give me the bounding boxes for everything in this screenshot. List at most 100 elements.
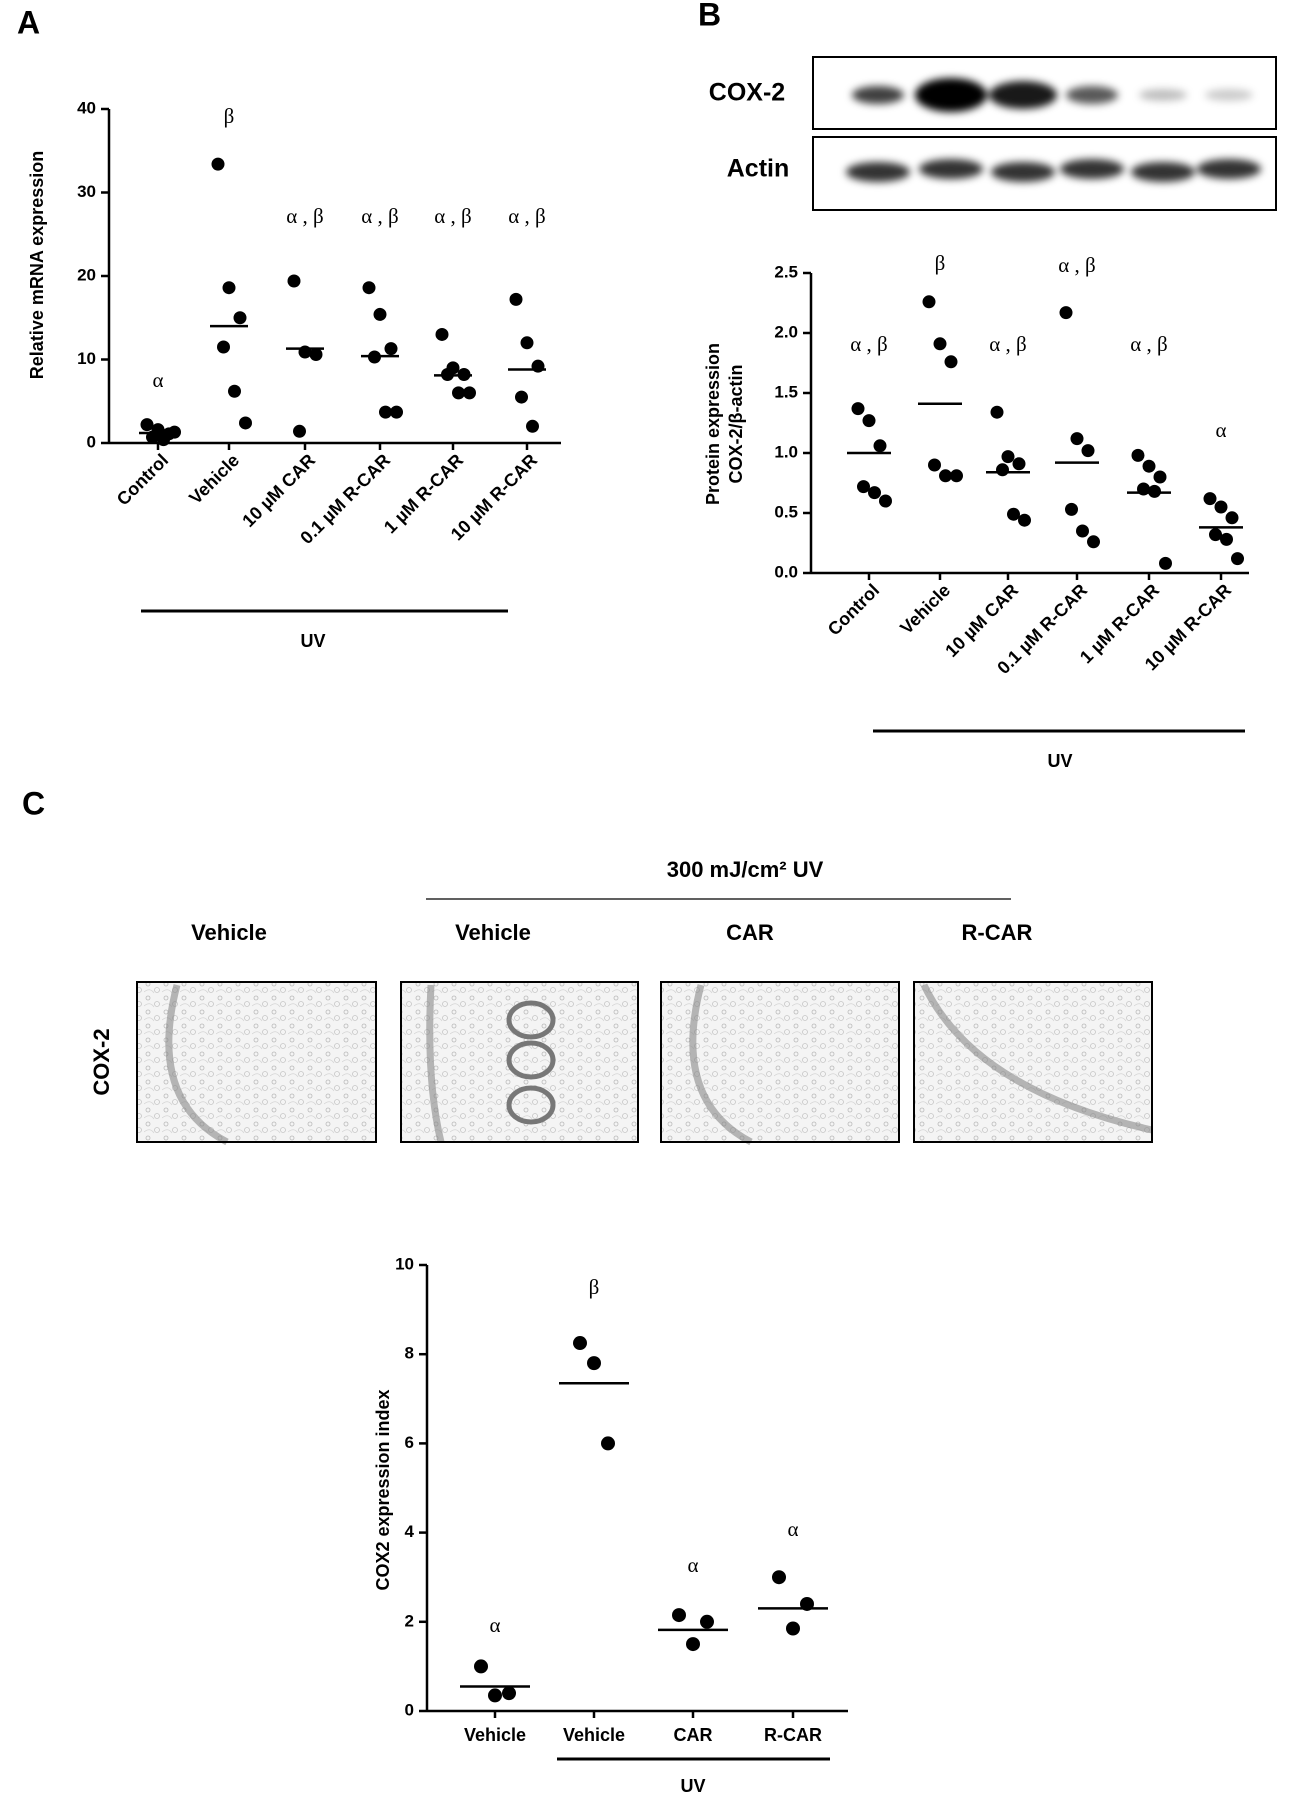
data-point: [879, 494, 892, 508]
data-point: [1001, 450, 1015, 464]
annotation: β: [589, 1275, 600, 1299]
data-point: [573, 1336, 587, 1351]
y-tick-label: 0.0: [774, 562, 798, 581]
data-point: [1203, 492, 1217, 506]
blot-label: COX-2: [709, 79, 785, 107]
data-point: [157, 433, 170, 447]
data-point: [474, 1659, 488, 1674]
data-point: [211, 157, 225, 171]
follicle: [506, 1000, 556, 1040]
data-point: [933, 337, 947, 351]
data-point: [362, 281, 376, 295]
panel-label: B: [698, 0, 721, 32]
data-point: [1214, 500, 1228, 514]
data-point: [928, 458, 941, 472]
data-point: [509, 292, 523, 306]
annotation: α , β: [361, 204, 398, 228]
data-point: [1087, 535, 1100, 549]
annotation: α: [1215, 418, 1226, 442]
histology-texture: [401, 982, 638, 1142]
data-point: [379, 405, 392, 419]
data-point: [140, 418, 154, 432]
y-tick-label: 0: [87, 432, 96, 451]
annotation: α , β: [1130, 332, 1167, 356]
y-tick-label: 20: [77, 265, 96, 284]
histology-texture: [914, 982, 1152, 1142]
x-tick-label: Vehicle: [563, 1725, 625, 1745]
panel-label: A: [17, 4, 40, 40]
y-tick-label: 40: [77, 98, 96, 117]
data-point: [1012, 457, 1026, 471]
row-label: COX-2: [89, 1028, 114, 1095]
panel-label: C: [22, 785, 45, 821]
epidermis: [920, 983, 1153, 1134]
epidermis: [426, 984, 445, 1143]
histology-texture: [137, 982, 376, 1142]
y-tick-label: 4: [405, 1522, 415, 1541]
data-point: [772, 1570, 786, 1585]
annotation: α: [787, 1517, 798, 1541]
blot-band: [1205, 89, 1253, 101]
data-point: [1209, 528, 1222, 542]
data-point: [1159, 556, 1172, 570]
annotation: α , β: [508, 204, 545, 228]
histology-images: [136, 981, 1153, 1146]
annotation: α , β: [434, 204, 471, 228]
data-point: [309, 347, 323, 361]
data-point: [502, 1686, 516, 1701]
data-point: [922, 295, 936, 309]
data-point: [868, 486, 881, 500]
blot-band: [846, 162, 910, 182]
data-point: [1007, 507, 1020, 521]
data-point: [233, 311, 247, 325]
group-label: UV: [1047, 751, 1072, 771]
data-point: [996, 463, 1009, 477]
data-point: [1018, 513, 1031, 527]
data-point: [515, 390, 528, 404]
data-point: [293, 424, 306, 438]
data-point: [520, 336, 534, 350]
data-point: [217, 340, 230, 354]
y-tick-label: 30: [77, 182, 96, 201]
data-point: [1081, 444, 1095, 458]
data-point: [1225, 511, 1239, 525]
data-point: [857, 480, 870, 494]
annotation: α: [489, 1613, 500, 1637]
data-point: [851, 402, 865, 416]
data-point: [950, 469, 963, 483]
column-label: R-CAR: [962, 920, 1033, 945]
data-point: [463, 386, 476, 400]
y-tick-label: 10: [395, 1254, 414, 1273]
blot-label: Actin: [727, 155, 790, 183]
data-point: [672, 1608, 686, 1623]
data-point: [990, 405, 1004, 419]
data-point: [1076, 524, 1089, 538]
data-point: [373, 307, 387, 321]
histology-texture: [661, 982, 899, 1142]
annotation: α , β: [850, 332, 887, 356]
y-tick-label: 0: [405, 1700, 414, 1719]
histology-header: 300 mJ/cm² UV: [667, 857, 824, 882]
data-point: [686, 1637, 700, 1652]
histology-frame: [400, 981, 639, 1143]
y-tick-label: 10: [77, 349, 96, 368]
data-point: [786, 1621, 800, 1636]
data-point: [228, 384, 241, 398]
blot-band: [1139, 89, 1187, 101]
column-label: CAR: [726, 920, 774, 945]
follicle: [506, 1040, 556, 1080]
data-point: [700, 1614, 714, 1629]
data-point: [384, 342, 398, 356]
blot-band: [915, 78, 987, 112]
histology-frame: [136, 981, 377, 1143]
data-point: [222, 281, 236, 295]
group-label: UV: [300, 631, 325, 651]
y-tick-label: 6: [405, 1433, 414, 1452]
y-tick-label: 2.0: [774, 322, 798, 341]
data-point: [601, 1436, 615, 1451]
follicle: [506, 1085, 556, 1125]
data-point: [239, 416, 252, 430]
data-point: [452, 386, 465, 400]
data-point: [1142, 459, 1156, 473]
epidermis: [689, 984, 753, 1146]
